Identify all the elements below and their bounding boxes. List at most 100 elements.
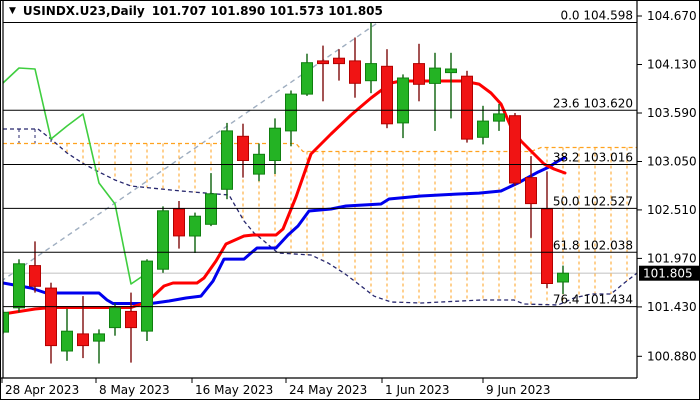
candle-body <box>221 130 233 190</box>
candle <box>61 308 73 361</box>
time-axis[interactable]: 28 Apr 2023 8 May 2023 16 May 2023 24 May 2… <box>1 378 551 397</box>
candle-body <box>493 113 505 122</box>
current-price-badge <box>639 265 699 281</box>
candle-body <box>141 260 153 332</box>
fib-label: 61.8 102.038 <box>553 238 633 252</box>
fib-levels: 0.0 104.598 23.6 103.620 38.2 103.016 50.0 … <box>3 9 637 308</box>
candle-body <box>157 210 169 270</box>
date-tick-label: 24 May 2023 <box>289 383 367 397</box>
fib-label: 38.2 103.016 <box>553 151 633 165</box>
price-tick-label: 104.670 <box>647 9 697 23</box>
candle-body <box>93 333 105 342</box>
candle <box>541 171 553 289</box>
candle-body <box>525 177 537 205</box>
candle <box>29 241 41 293</box>
candle <box>173 201 185 249</box>
date-tick-label: 28 Apr 2023 <box>5 383 79 397</box>
candle-body <box>381 65 393 125</box>
candle-body <box>189 215 201 237</box>
candle <box>45 282 57 364</box>
candle-body <box>13 263 25 309</box>
candle <box>189 212 201 253</box>
candle <box>109 303 121 336</box>
candle <box>205 173 217 227</box>
candle-body <box>333 57 345 65</box>
price-tick-label: 100.880 <box>647 349 697 363</box>
tenkan-sen-line <box>3 79 567 316</box>
candle-body <box>397 77 409 124</box>
candle-body <box>301 62 313 95</box>
candle <box>269 118 281 174</box>
candle <box>477 105 489 145</box>
candle <box>413 43 425 102</box>
candle-body <box>461 75 473 140</box>
candle <box>509 113 521 186</box>
candle <box>141 259 153 341</box>
candle <box>93 329 105 364</box>
price-tick-label: 104.130 <box>647 58 697 72</box>
fib-label: 23.6 103.620 <box>553 96 633 110</box>
date-tick-label: 8 May 2023 <box>99 383 170 397</box>
candle-body <box>77 333 89 347</box>
candle <box>333 49 345 81</box>
fib-trendline[interactable] <box>1 21 379 282</box>
candle-body <box>541 208 553 284</box>
candle <box>3 309 9 334</box>
candle <box>445 52 457 119</box>
candle-body <box>173 208 185 237</box>
candle <box>429 52 441 131</box>
plot-frame <box>1 1 638 379</box>
candle-body <box>317 60 329 65</box>
chikou-span-line <box>3 67 148 285</box>
plot-area <box>1 21 637 364</box>
candle <box>525 156 537 238</box>
senkou-span-b-line <box>3 128 637 306</box>
candle <box>317 45 329 102</box>
candle <box>557 265 569 295</box>
candle <box>125 292 137 363</box>
candle-body <box>237 135 249 162</box>
candle-body <box>3 311 9 333</box>
candle-body <box>509 115 521 184</box>
candle-body <box>477 120 489 138</box>
candle-body <box>429 67 441 84</box>
price-tick-label: 103.590 <box>647 106 697 120</box>
candle <box>493 104 505 131</box>
candle-body <box>125 310 137 329</box>
candle <box>221 122 233 200</box>
date-tick-label: 16 May 2023 <box>195 383 273 397</box>
candle-body <box>269 127 281 161</box>
candle <box>301 53 313 96</box>
kijun-sen-line <box>3 156 567 305</box>
candle-body <box>61 330 73 352</box>
candle <box>253 143 265 182</box>
price-tick-label: 102.510 <box>647 203 697 217</box>
candle-body <box>109 307 121 329</box>
candle <box>349 37 361 98</box>
price-axis[interactable]: 104.670 104.130 103.590 103.050 102.510 101.9… <box>637 9 700 363</box>
candle-body <box>413 63 425 85</box>
price-tick-label: 101.430 <box>647 300 697 314</box>
candle <box>381 49 393 129</box>
candle-body <box>45 287 57 347</box>
candle <box>365 22 377 94</box>
candle-body <box>349 60 361 84</box>
current-price-badge-label: 101.805 <box>643 267 693 281</box>
fib-label: 0.0 104.598 <box>560 9 633 23</box>
symbol-period-label: USINDX.U23,Daily <box>22 4 145 18</box>
candle <box>13 259 25 313</box>
date-tick-label: 1 Jun 2023 <box>385 383 450 397</box>
fib-label: 50.0 102.527 <box>553 194 633 208</box>
price-tick-label: 103.050 <box>647 155 697 169</box>
candle <box>237 123 249 178</box>
candle-body <box>557 272 569 283</box>
candle-body <box>365 63 377 82</box>
candle <box>397 74 409 139</box>
chart-title: ▼ USINDX.U23,Daily 101.707 101.890 101.5… <box>9 4 383 18</box>
date-tick-label: 9 Jun 2023 <box>486 383 551 397</box>
symbol-dropdown-icon[interactable]: ▼ <box>9 6 16 16</box>
candle-body <box>285 93 297 132</box>
ohlc-quotes-label: 101.707 101.890 101.573 101.805 <box>151 4 383 18</box>
